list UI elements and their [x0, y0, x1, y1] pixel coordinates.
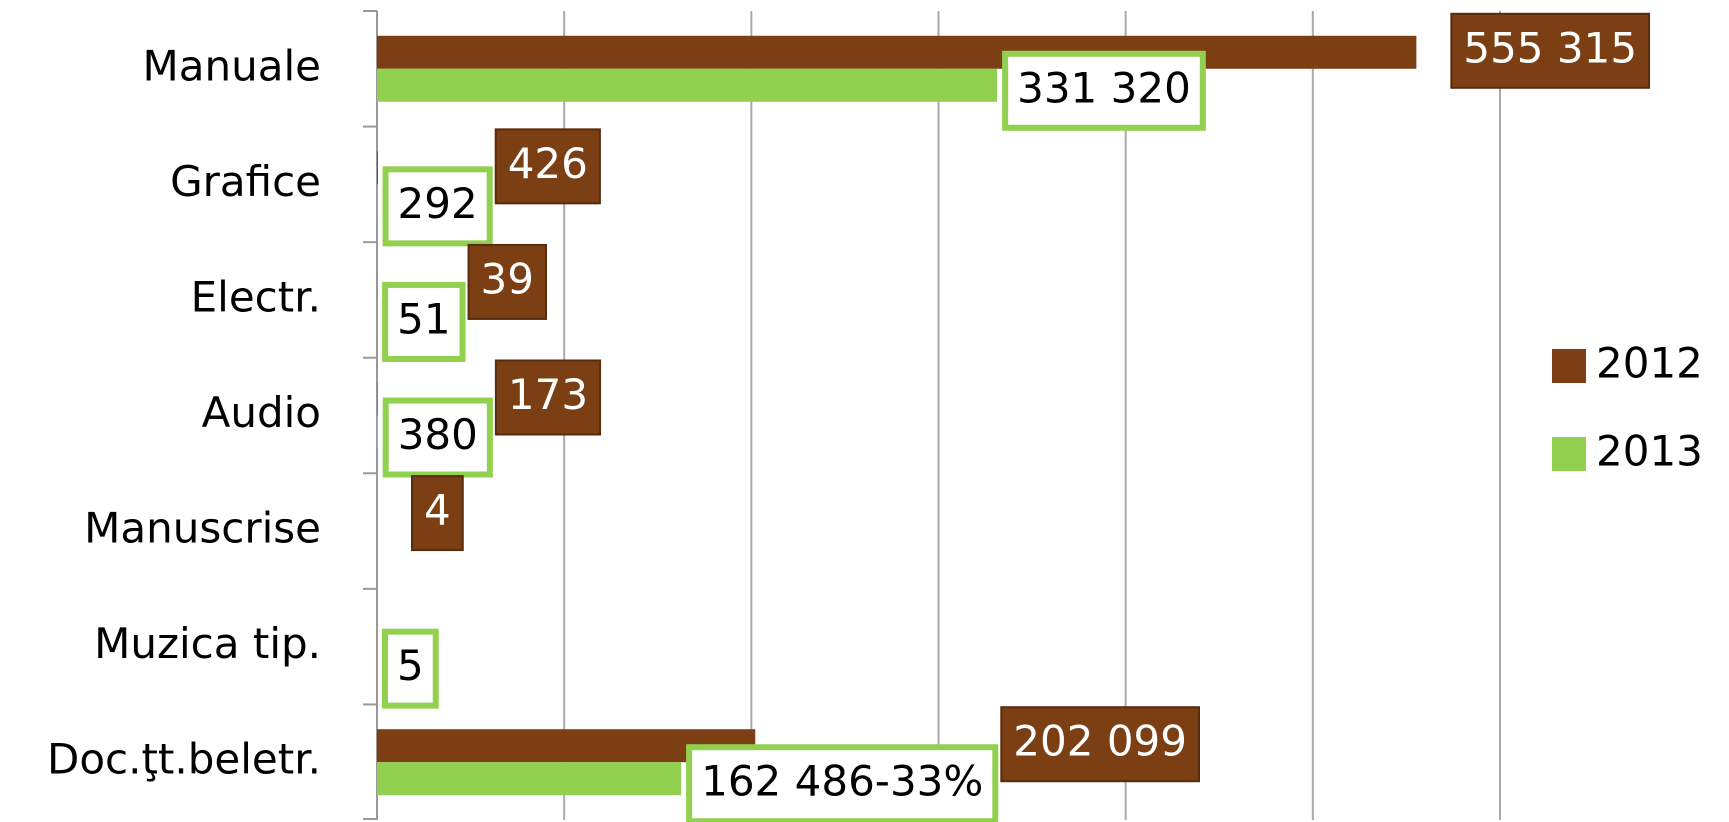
legend-label: 2013 [1596, 427, 1703, 476]
value-label-box [494, 359, 602, 436]
value-label: 5 [397, 641, 424, 690]
value-label: 51 [397, 294, 450, 343]
value-label-box [382, 628, 439, 709]
value-label: 292 [398, 179, 478, 228]
value-label: 331 320 [1017, 63, 1191, 112]
value-label-box [382, 281, 466, 362]
value-label: 426 [508, 139, 588, 188]
value-label-box [686, 744, 999, 822]
bar [377, 35, 1417, 69]
bar [377, 762, 682, 796]
y-tick-label: Audio [202, 388, 321, 437]
legend-swatch [1552, 349, 1586, 383]
value-label-box [1000, 706, 1200, 783]
y-tick-label: Grafice [170, 157, 321, 206]
y-tick-label: Doc.ţt.beletr. [47, 735, 321, 784]
value-label-box [467, 243, 548, 320]
bar [377, 68, 998, 102]
value-label: 162 486-33% [701, 757, 983, 806]
value-label-box [1450, 12, 1651, 89]
bar [377, 415, 378, 449]
y-tick-label: Manuscrise [84, 504, 321, 553]
value-label-box [382, 397, 493, 478]
bar [377, 184, 378, 218]
value-label: 4 [424, 486, 451, 535]
value-label-box [382, 166, 493, 247]
value-label-box [411, 475, 464, 552]
y-tick-label: Electr. [191, 272, 321, 321]
value-label: 380 [398, 410, 478, 459]
y-tick-label: Muzica tip. [94, 619, 321, 668]
value-label: 173 [508, 370, 588, 419]
legend-label: 2012 [1596, 339, 1703, 388]
value-label-box [1002, 50, 1206, 131]
value-label-box [494, 128, 601, 205]
legend-swatch [1552, 437, 1586, 471]
value-label: 202 099 [1013, 717, 1187, 766]
y-tick-label: Manuale [143, 41, 321, 90]
bar [377, 151, 378, 185]
value-label: 39 [481, 254, 534, 303]
value-label: 555 315 [1463, 23, 1637, 72]
